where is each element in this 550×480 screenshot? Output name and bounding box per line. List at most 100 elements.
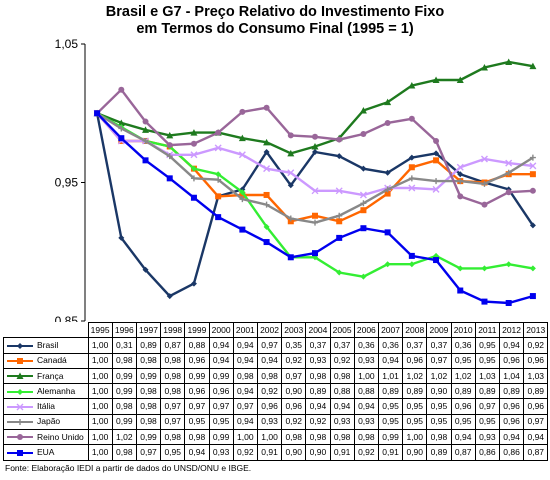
series-japão — [94, 110, 536, 226]
data-point — [336, 212, 343, 219]
value-cell: 0,95 — [402, 398, 428, 415]
series-label-cell: França — [3, 367, 89, 385]
legend-key — [7, 434, 33, 441]
data-point — [529, 265, 536, 272]
data-point — [456, 76, 464, 84]
series-frança — [93, 58, 537, 157]
value-cell: 0,98 — [135, 413, 162, 431]
data-point — [263, 138, 271, 146]
value-cell: 0,96 — [256, 398, 283, 415]
value-cell: 0,96 — [498, 413, 525, 431]
value-cell: 0,97 — [160, 413, 186, 431]
value-cell: 0,97 — [232, 398, 258, 415]
value-cell: 0,97 — [523, 413, 549, 431]
value-cell: 0,98 — [160, 367, 186, 385]
data-point — [505, 159, 513, 167]
value-cell: 0,96 — [184, 383, 210, 400]
data-point — [432, 76, 440, 84]
value-cell: 0,98 — [111, 444, 137, 461]
value-cell: 0,95 — [377, 398, 404, 415]
line-chart: 0,85 0,95 1,05 — [55, 37, 537, 322]
data-point — [505, 299, 512, 306]
value-cell: 0,98 — [160, 352, 186, 369]
data-point — [433, 157, 440, 164]
data-point — [505, 58, 513, 66]
data-point — [529, 222, 536, 229]
value-cell: 1,00 — [256, 429, 283, 446]
value-cell: 0,88 — [329, 383, 355, 400]
year-header-cell: 2004 — [305, 321, 331, 339]
value-cell: 0,93 — [208, 444, 234, 461]
value-cell: 0,93 — [353, 352, 379, 369]
value-cell: 1,00 — [87, 429, 113, 446]
value-cell: 0,36 — [353, 337, 379, 354]
data-point — [287, 182, 294, 189]
series-label-cell: Japão — [3, 413, 89, 431]
data-point — [457, 265, 464, 272]
table-row: Japão 1,00 0,99 0,98 0,97 0,95 0,95 0,94 0,93 0,9… — [3, 413, 549, 431]
series-line — [96, 112, 534, 305]
value-cell: 0,98 — [281, 429, 307, 446]
data-point — [529, 62, 537, 70]
value-cell: 0,94 — [232, 352, 258, 369]
value-cell: 0,95 — [426, 413, 452, 431]
value-cell: 1,03 — [523, 367, 549, 385]
data-point — [142, 137, 149, 144]
data-point — [481, 180, 488, 187]
data-point — [190, 129, 198, 136]
value-cell: 0,96 — [498, 352, 525, 369]
value-cell: 0,98 — [111, 352, 137, 369]
value-cell: 0,99 — [135, 429, 162, 446]
value-cell: 0,89 — [474, 383, 500, 400]
data-point — [215, 176, 222, 183]
legend-marker — [16, 403, 24, 411]
data-table: 1995 1996 1997 1998 1999 2000 2001 2002 2003 2004… — [3, 321, 549, 461]
series-line — [96, 112, 534, 224]
series-eua — [94, 110, 536, 306]
value-cell: 0,90 — [426, 383, 452, 400]
table-body: Brasil 1,00 0,31 0,89 0,87 0,88 0,94 0,94 0,97 0,… — [3, 337, 549, 461]
value-cell: 0,89 — [426, 444, 452, 461]
data-point — [312, 133, 318, 140]
data-point — [529, 187, 536, 194]
value-cell: 0,94 — [377, 352, 404, 369]
value-cell: 0,95 — [208, 413, 234, 431]
data-point — [433, 137, 440, 144]
year-header-row: 1995 1996 1997 1998 1999 2000 2001 2002 2003 2004… — [3, 321, 549, 339]
source-note: Fonte: Elaboração IEDI a partir de dados… — [5, 463, 252, 473]
data-point — [384, 98, 392, 106]
data-point — [214, 144, 222, 152]
year-header-cell: 2006 — [353, 321, 379, 339]
value-cell: 0,95 — [160, 444, 186, 461]
data-point — [529, 171, 536, 178]
legend-key — [7, 342, 33, 349]
value-cell: 1,00 — [87, 413, 113, 431]
year-header-cell: 2013 — [523, 321, 549, 339]
series-name: Japão — [37, 416, 61, 427]
data-point — [408, 184, 416, 192]
year-header-cell: 2003 — [281, 321, 307, 339]
data-point — [384, 261, 391, 268]
value-cell: 0,89 — [450, 383, 476, 400]
series-name: França — [37, 370, 64, 381]
legend-marker — [17, 419, 23, 426]
value-cell: 0,87 — [160, 337, 186, 354]
series-name: Reino Unido — [37, 431, 84, 442]
value-cell: 0,86 — [498, 444, 525, 461]
data-point — [360, 131, 367, 138]
value-cell: 0,94 — [498, 337, 525, 354]
year-header-cell: 2012 — [498, 321, 525, 339]
value-cell: 0,98 — [160, 429, 186, 446]
data-point — [190, 280, 197, 287]
value-cell: 0,96 — [208, 383, 234, 400]
value-cell: 1,03 — [474, 367, 500, 385]
data-point — [529, 162, 537, 170]
data-point — [118, 125, 125, 132]
value-cell: 0,95 — [377, 413, 404, 431]
data-point — [360, 207, 367, 214]
value-cell: 0,94 — [305, 398, 331, 415]
value-cell: 0,96 — [498, 398, 525, 415]
data-point — [215, 193, 222, 200]
value-cell: 1,00 — [232, 429, 258, 446]
y-tick-label: 1,05 — [55, 37, 79, 51]
